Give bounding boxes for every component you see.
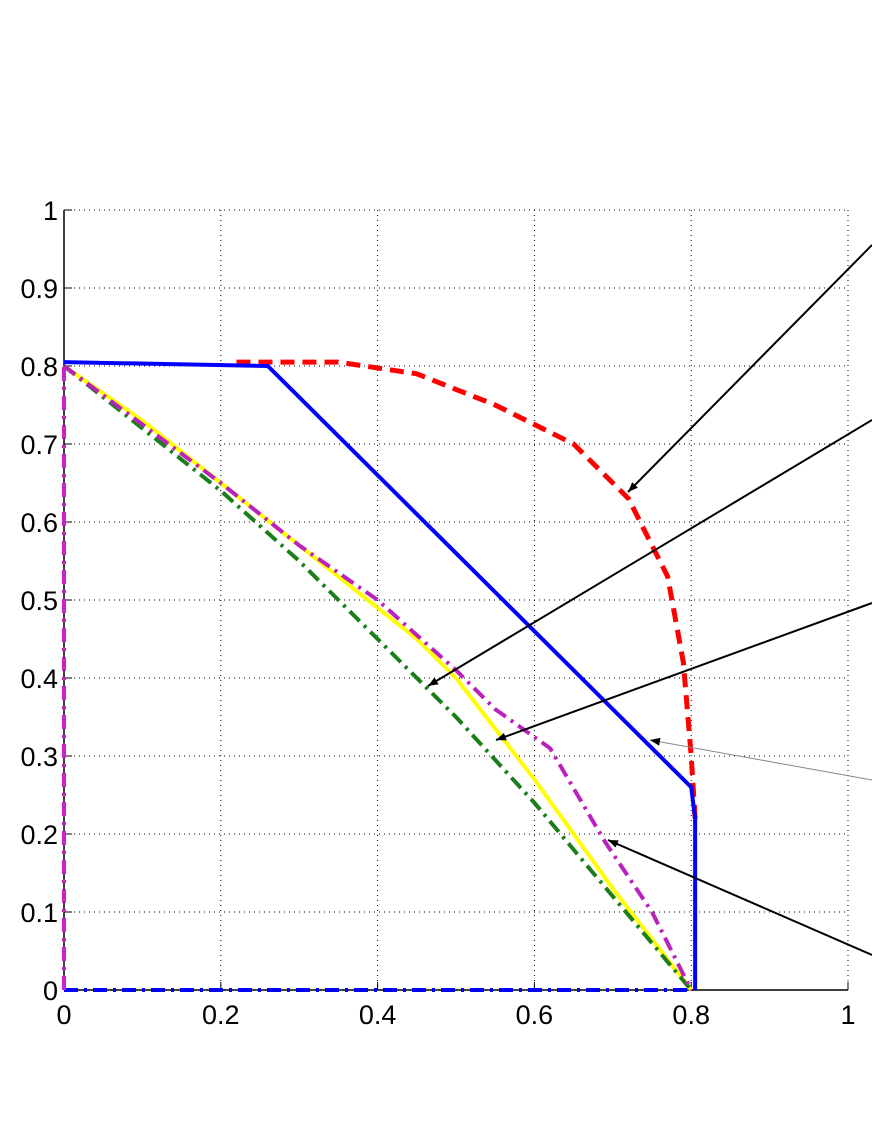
- data-line: [62, 364, 693, 992]
- y-tick-label: 0.9: [20, 274, 58, 304]
- data-line: [63, 360, 698, 990]
- arrow: [607, 839, 872, 956]
- y-tick-label: 1: [43, 196, 58, 226]
- arrow: [627, 244, 872, 493]
- x-tick-label: 0.8: [672, 1000, 710, 1030]
- x-tick-label: 0.4: [359, 1000, 397, 1030]
- arrow: [427, 419, 872, 687]
- x-tick-label: 0.2: [202, 1000, 240, 1030]
- y-tick-label: 0.2: [20, 820, 58, 850]
- annotation-arrows: [427, 244, 872, 956]
- data-line: [62, 364, 693, 991]
- x-tick-label: 1: [840, 1000, 855, 1030]
- y-tick-label: 0.4: [20, 664, 58, 694]
- arrow: [495, 602, 872, 741]
- y-tick-label: 0.5: [20, 586, 58, 616]
- data-line: [62, 364, 693, 992]
- y-tick-label: 0.6: [20, 508, 58, 538]
- y-tick-label: 0.3: [20, 742, 58, 772]
- data-line: [236, 359, 698, 819]
- y-tick-label: 0.1: [20, 898, 58, 928]
- y-tick-label: 0.7: [20, 430, 58, 460]
- y-tick-label: 0: [43, 976, 58, 1006]
- arrow: [649, 737, 872, 781]
- x-tick-label: 0: [56, 1000, 71, 1030]
- x-tick-label: 0.6: [516, 1000, 554, 1030]
- y-tick-label: 0.8: [20, 352, 58, 382]
